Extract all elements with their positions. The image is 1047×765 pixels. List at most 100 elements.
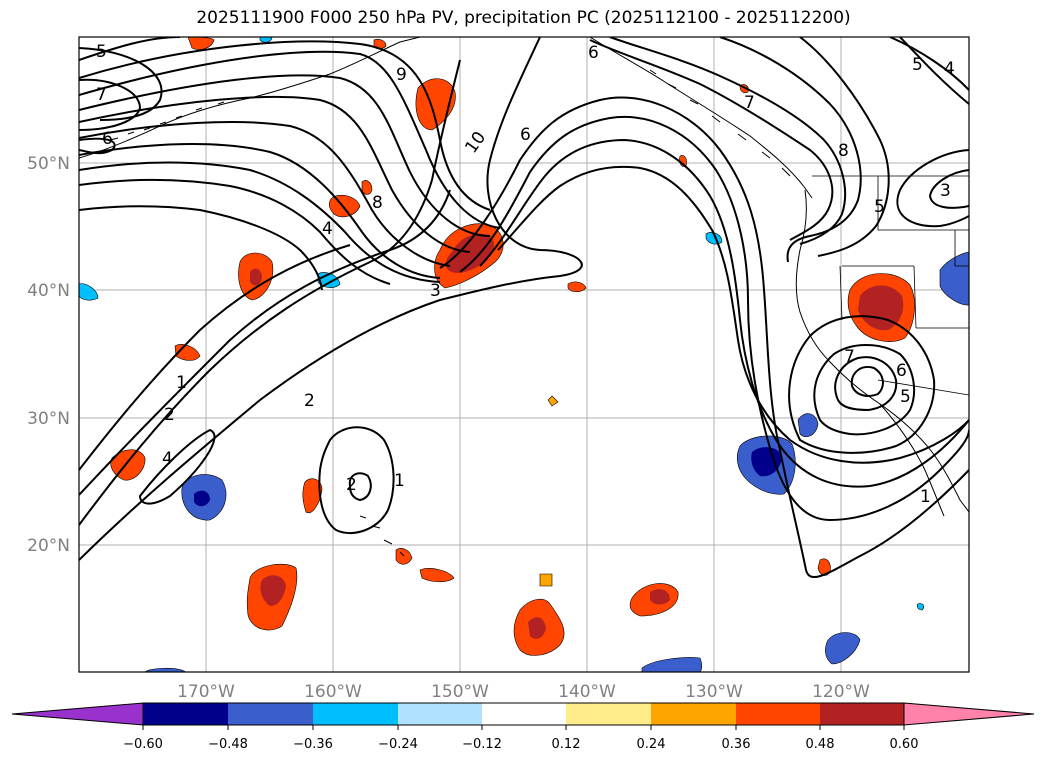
pv-contour-1 [79,59,461,526]
pv-contour-34 [928,169,969,209]
contour-label: 4 [162,449,173,469]
precip-blob-west-pacific-40n-core [250,268,262,286]
pv-contour-16 [79,47,163,121]
precip-blob-south-hawaii-core [260,575,286,606]
lon-tick-label: 160°W [304,682,362,702]
pv-contour-5 [138,428,216,505]
contour-label: 8 [372,193,383,213]
pv-contour-6 [79,205,323,291]
contour-label: 2 [164,405,175,425]
colorbar-segment [820,703,904,725]
contour-label: 2 [304,391,315,411]
map-area[interactable]: 5 7 6 9 10 6 8 4 3 1 2 2 4 2 1 6 7 8 5 3… [79,37,969,672]
pv-contour-31 [889,37,969,91]
west-coast-north-america [795,189,969,513]
precip-blob-small-1 [328,194,361,218]
contour-label: 4 [322,219,333,239]
colorbar-segment [398,703,482,725]
contour-label: 4 [944,59,955,79]
precip-positive-anomalies [110,37,915,656]
precip-neg-blob-small-3 [259,37,273,43]
contour-label: 6 [102,129,113,149]
precip-blob-south-east-core [650,589,670,605]
map-frame [78,36,970,673]
state-borders [839,176,969,396]
pv-contour-24 [813,344,916,436]
precip-neg-blob-west-25n-core [194,490,210,507]
hawaiian-islands [359,515,405,557]
precip-neg-blob-south-12n [641,657,703,672]
pv-contour-35 [318,426,395,535]
lon-tick-label: 140°W [558,682,616,702]
colorbar: −0.60 −0.48 −0.36 −0.24 −0.12 0.12 0.24 … [11,702,1035,752]
contour-label: 5 [912,55,923,75]
pv-contour-21 [479,138,969,488]
contour-label: 9 [396,65,407,85]
colorbar-frame [142,702,905,726]
pv-contour-18 [79,137,116,155]
colorbar-ticks [142,725,905,730]
pv-contour-30 [799,37,890,257]
lon-tick-label: 130°W [685,682,743,702]
precip-neg-blob-small-2 [79,283,99,301]
colorbar-tick-label: 0.60 [890,737,919,752]
latitude-tick-labels: 50°N 40°N 30°N 20°N [27,154,70,556]
colorbar-tick-label: 0.24 [637,737,666,752]
contour-label: 6 [588,43,599,63]
pv-contour-4 [79,244,351,471]
pv-contour-32 [899,37,969,105]
precip-blob-small-8 [567,281,587,293]
precip-neg-blob-east-41n [939,251,969,306]
pv-contour-7 [79,178,391,285]
pv-contour-2 [79,37,583,561]
contour-label: 6 [520,125,531,145]
political-borders [812,175,969,396]
pv-contour-labels: 5 7 6 9 10 6 8 4 3 1 2 2 4 2 1 6 7 8 5 3… [96,42,955,507]
pv-contour-3 [79,189,451,496]
lat-tick-label: 20°N [27,536,70,556]
pv-contour-12 [79,74,491,237]
precip-neg-blob-east-14n [825,632,861,665]
colorbar-tick-labels: −0.60 −0.48 −0.36 −0.24 −0.12 0.12 0.24 … [123,737,918,752]
precip-blob-small-6 [419,568,455,583]
lon-tick-label: 150°W [431,682,489,702]
alaska-panhandle-coast [589,37,813,199]
pv-contour-11 [79,95,471,253]
contour-label: 3 [430,281,441,301]
precip-blob-small-4 [187,37,215,50]
precip-blob-small-5 [395,548,413,565]
colorbar-segment [651,703,736,725]
contour-label: 5 [874,197,885,217]
precip-neg-blob-east-32n [797,413,819,437]
pv-contour-22 [497,165,969,464]
colorbar-tick-label: −0.48 [208,737,248,752]
precip-neg-blob-small-4 [916,603,924,611]
colorbar-tick-label: 0.48 [806,737,835,752]
pv-contour-33 [896,149,969,228]
colorbar-tick-label: −0.12 [462,737,502,752]
contour-label: 7 [844,347,855,367]
pv-contour-29 [719,37,862,263]
map-title: 2025111900 F000 250 hPa PV, precipitatio… [196,8,851,28]
colorbar-tick-label: −0.60 [123,737,163,752]
pv-contour-26 [850,366,884,397]
contour-label: 3 [940,181,951,201]
colorbar-segment [736,703,820,725]
lat-tick-label: 50°N [27,154,70,174]
colorbar-extend-high [903,702,1035,726]
bc-island-fringe [649,69,791,177]
pv-contour-25 [834,356,898,412]
colorbar-extend-low [11,702,144,726]
contour-label: 5 [900,387,911,407]
precip-blob-south-central-core [528,617,546,639]
colorbar-segment [482,703,566,725]
pv-contour-14 [79,40,491,211]
contour-label: 5 [96,42,107,62]
precip-blob-small-10 [361,180,373,195]
colorbar-segment [143,703,228,725]
pv-contour-19 [439,96,969,579]
baja-california [879,403,945,517]
contour-label: 7 [744,93,755,113]
contour-label: 6 [896,361,907,381]
precip-blob-california-core [858,285,904,331]
